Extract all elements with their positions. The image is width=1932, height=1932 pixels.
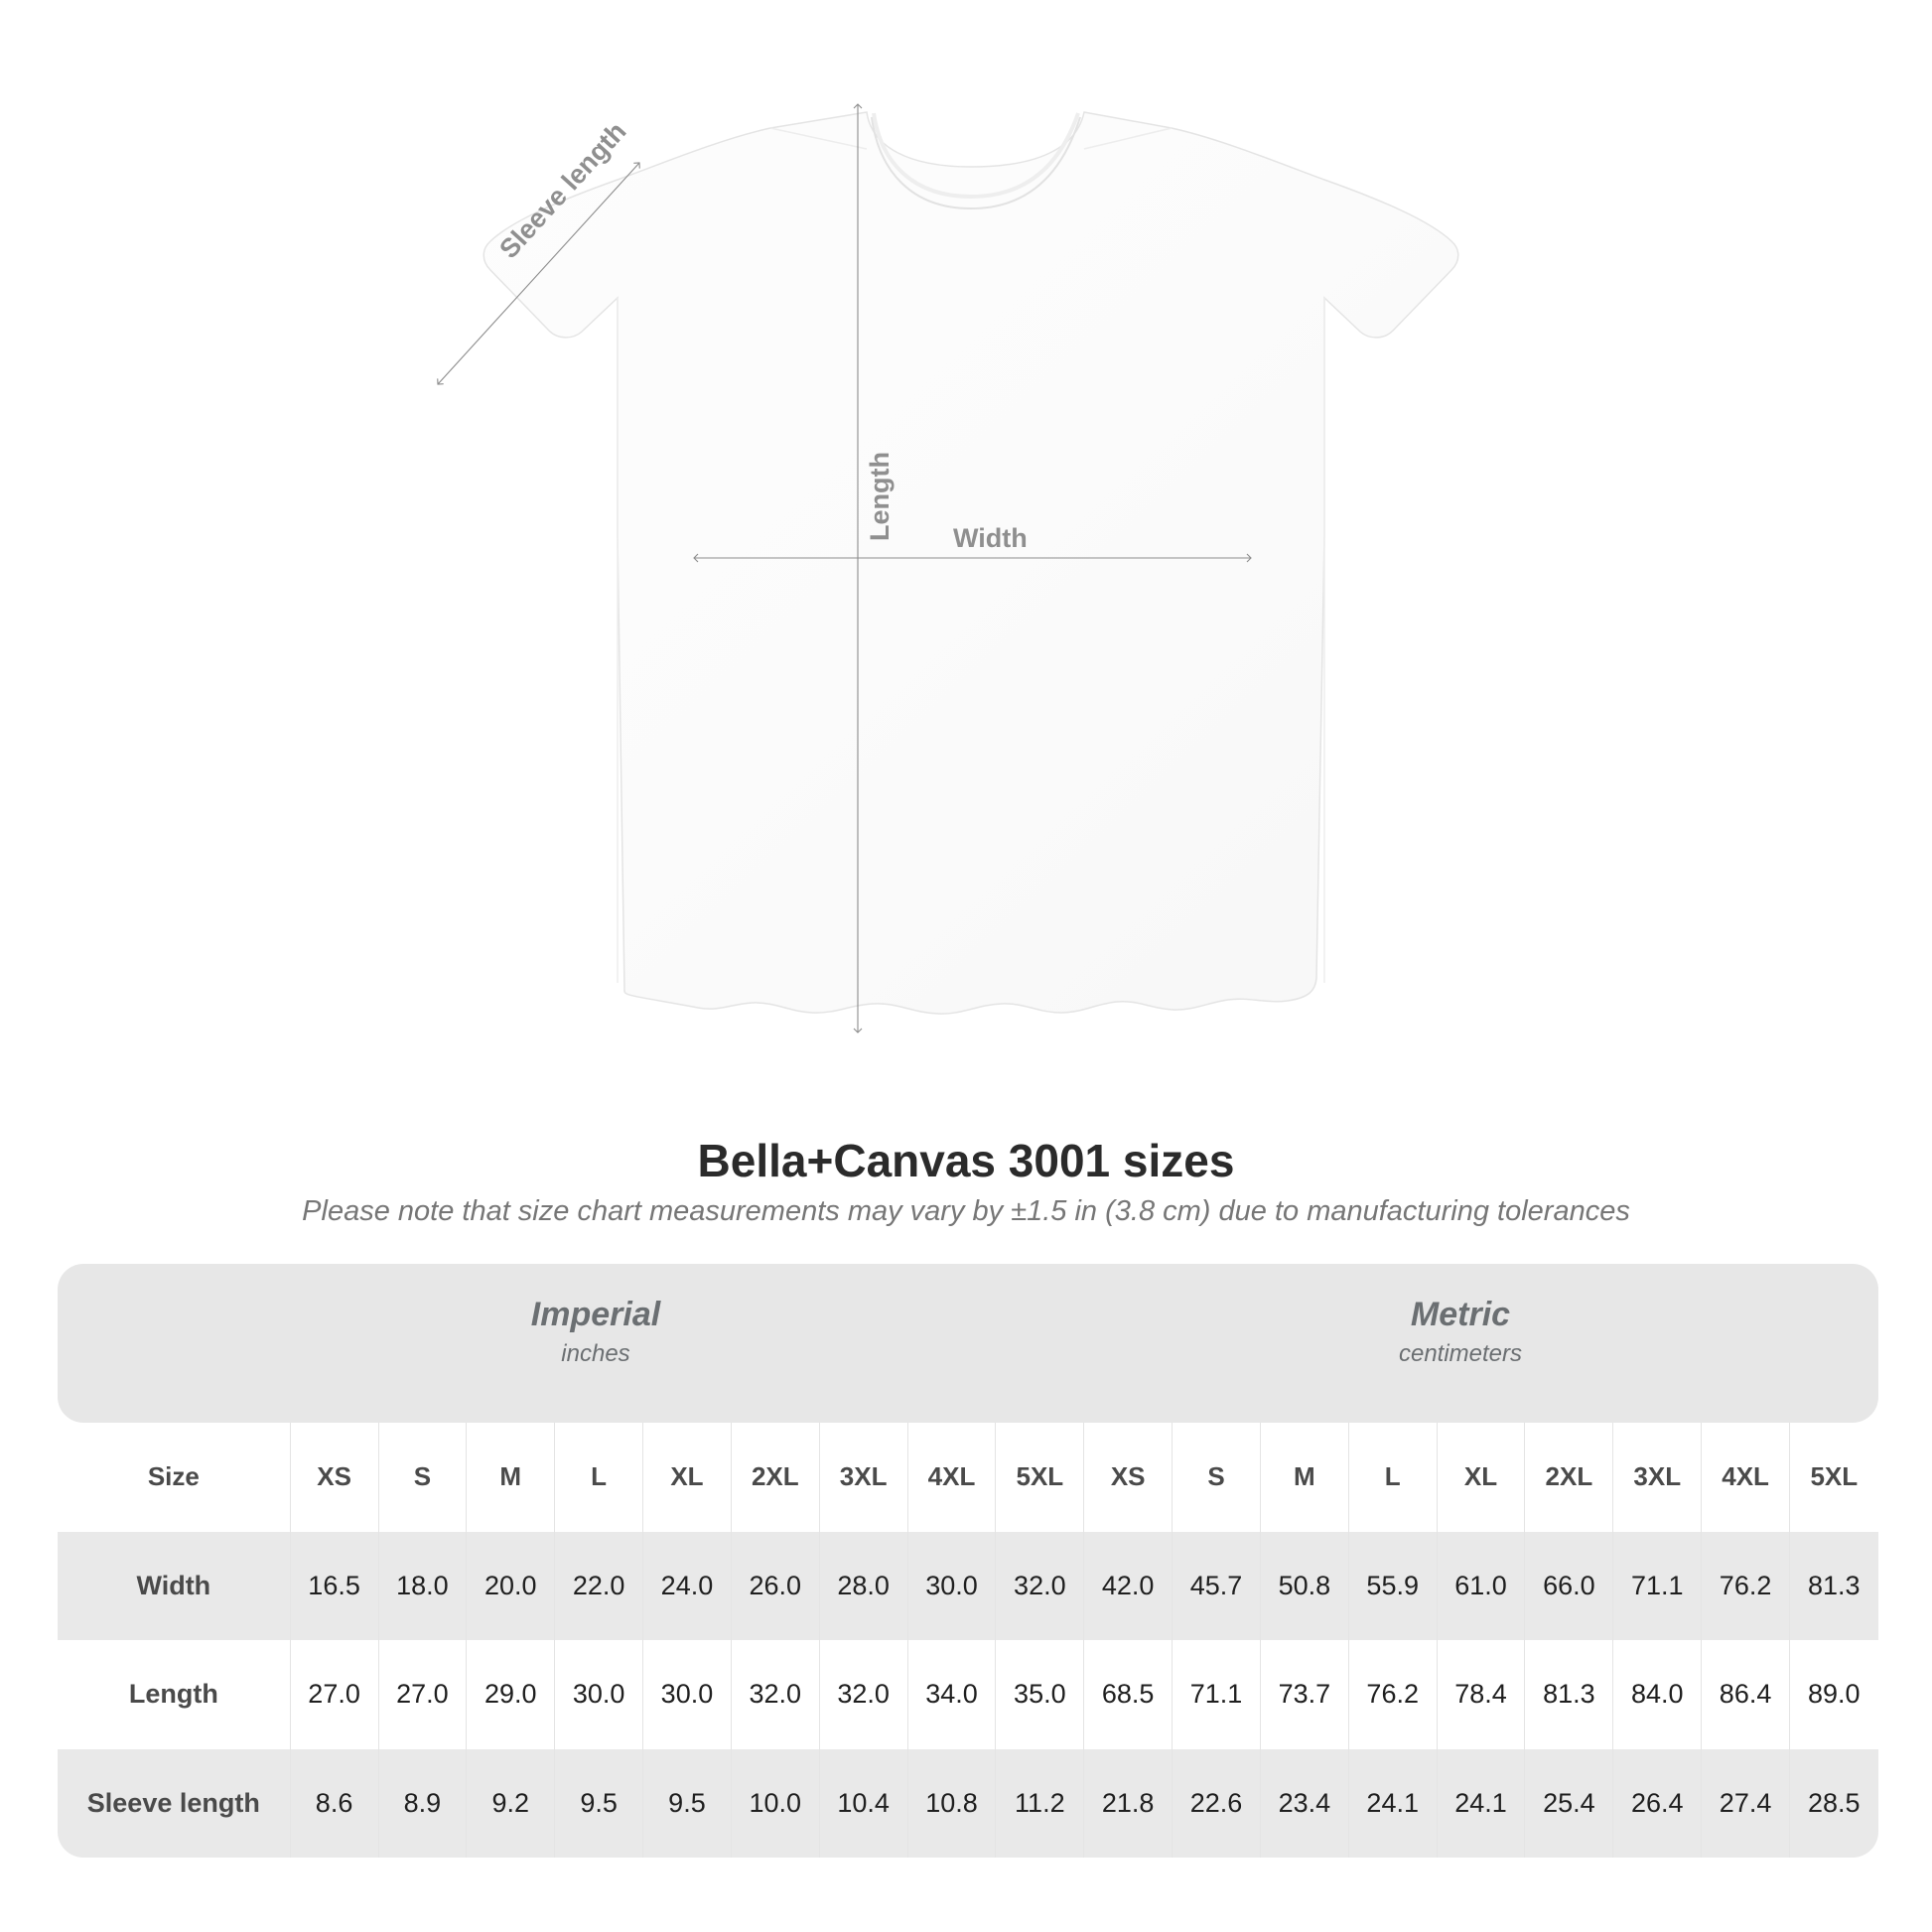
svg-text:Length: Length	[865, 452, 895, 541]
svg-text:Width: Width	[953, 523, 1028, 553]
